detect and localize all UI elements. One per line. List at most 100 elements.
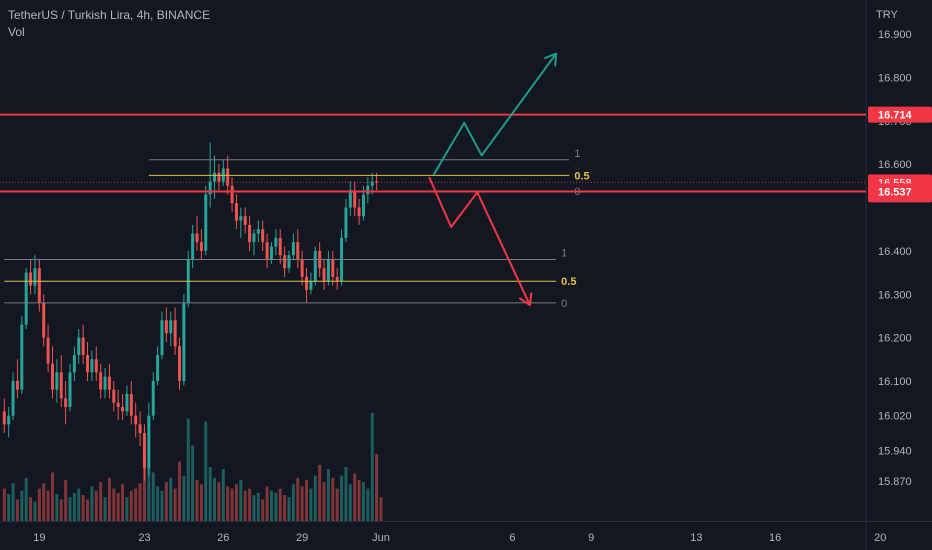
volume-bar <box>68 497 72 521</box>
candle-body <box>55 372 59 390</box>
price-badge-upper-value: 16.714 <box>878 110 913 122</box>
candle-series <box>2 142 379 481</box>
volume-bar <box>322 482 326 521</box>
volume-bar <box>366 488 370 521</box>
candle-body <box>322 268 326 282</box>
volume-bar <box>221 469 225 521</box>
volume-bar <box>99 482 103 521</box>
candle-body <box>29 272 33 286</box>
time-tick-label: 29 <box>296 532 308 544</box>
candle-body <box>138 424 142 434</box>
candle-body <box>81 337 85 355</box>
candle-body <box>129 394 133 416</box>
candle-body <box>265 242 269 260</box>
volume-bar <box>226 486 230 521</box>
volume-bar <box>134 488 138 521</box>
candle-body <box>107 376 111 390</box>
candle-body <box>15 381 19 390</box>
volume-bar <box>178 461 181 521</box>
volume-bar <box>116 492 120 521</box>
bearish-projection-arrow <box>428 176 531 306</box>
volume-bar <box>164 482 168 521</box>
candle-body <box>134 415 138 425</box>
volume-bar <box>361 482 365 521</box>
candle-body <box>77 337 81 355</box>
volume-bar <box>112 488 116 521</box>
price-tick-label: 16.200 <box>878 333 912 345</box>
volume-bar <box>269 490 273 521</box>
candle-body <box>2 411 6 425</box>
currency-label: TRY <box>876 9 898 21</box>
candle-body <box>208 181 212 195</box>
candle-body <box>116 402 120 408</box>
candle-body <box>357 207 361 217</box>
volume-bar <box>208 467 212 521</box>
volume-bar <box>326 469 330 521</box>
candle-body <box>248 224 252 243</box>
volume-bar <box>217 482 221 521</box>
volume-bar <box>46 490 50 521</box>
price-tick-label: 16.900 <box>878 29 912 41</box>
time-tick-label: 6 <box>509 532 515 544</box>
volume-bar <box>103 497 107 521</box>
volume-bar <box>59 499 63 521</box>
candle-body <box>296 242 300 260</box>
volume-bar <box>331 477 335 521</box>
time-tick-label: 20 <box>874 532 886 544</box>
candle-body <box>90 359 94 373</box>
candle-body <box>291 242 295 256</box>
volume-bar <box>24 477 28 521</box>
candle-body <box>309 281 313 290</box>
candle-body <box>11 381 15 416</box>
candle-body <box>164 320 168 334</box>
volume-bar <box>379 497 383 521</box>
volume-bar <box>42 483 46 521</box>
volume-bar <box>283 495 287 521</box>
candle-body <box>94 359 98 373</box>
candle-body <box>283 255 287 269</box>
candle-body <box>125 394 129 412</box>
volume-bar <box>296 477 300 521</box>
candle-body <box>239 216 243 221</box>
candle-body <box>269 246 273 260</box>
candle-body <box>326 259 330 282</box>
price-tick-label: 16.100 <box>878 376 912 388</box>
volume-bar <box>348 484 352 521</box>
volume-bar <box>138 483 142 521</box>
fib-lower-level-label: 0.5 <box>561 276 576 288</box>
volume-bar <box>248 488 252 521</box>
price-tick-label: 16.600 <box>878 159 912 171</box>
time-tick-label: 16 <box>769 532 781 544</box>
candle-body <box>195 233 199 243</box>
volume-bar <box>261 499 265 521</box>
volume-bar <box>90 486 94 521</box>
candle-body <box>217 172 221 182</box>
volume-bar <box>33 501 37 521</box>
price-badge-upper <box>868 106 932 123</box>
candle-body <box>278 237 282 256</box>
candle-body <box>147 415 151 468</box>
candle-body <box>287 255 291 269</box>
candle-body <box>366 185 370 195</box>
candle-body <box>7 415 11 425</box>
volume-bar <box>29 497 33 521</box>
volume-bar <box>147 467 151 521</box>
time-tick-label: 9 <box>588 532 594 544</box>
candle-body <box>261 229 265 243</box>
candle-body <box>375 181 379 183</box>
volume-bar <box>243 490 247 521</box>
price-tick-label: 16.800 <box>878 72 912 84</box>
candle-body <box>234 203 238 221</box>
volume-bar <box>55 494 59 521</box>
volume-bar <box>265 486 269 521</box>
volume-bar <box>156 486 160 521</box>
candle-body <box>199 242 203 251</box>
candle-body <box>156 354 160 381</box>
volume-bar <box>357 479 361 521</box>
candle-body <box>121 407 125 412</box>
volume-bar <box>313 475 317 521</box>
candle-body <box>226 168 230 186</box>
price-tick-label: 16.300 <box>878 289 912 301</box>
